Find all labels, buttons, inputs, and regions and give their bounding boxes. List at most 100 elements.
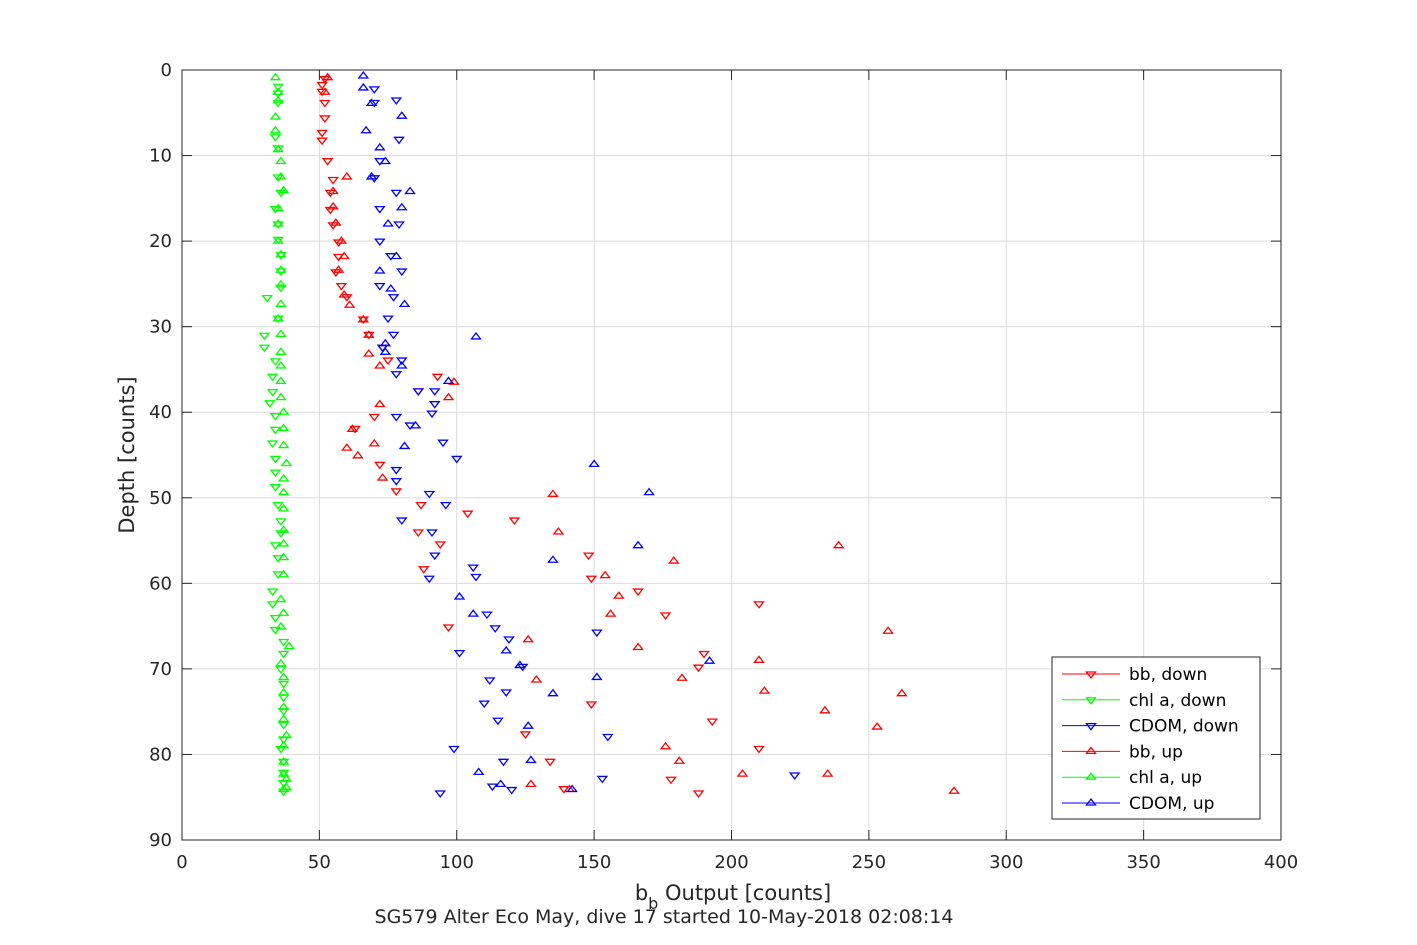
legend-label: bb, down bbox=[1129, 665, 1207, 685]
data-point bbox=[275, 265, 287, 273]
data-point bbox=[896, 688, 908, 697]
data-point bbox=[335, 282, 348, 291]
data-point bbox=[596, 775, 609, 784]
data-point bbox=[374, 205, 386, 214]
data-point bbox=[494, 779, 507, 788]
data-point bbox=[277, 538, 290, 547]
data-point bbox=[390, 97, 403, 105]
series-chl-a-up bbox=[269, 72, 295, 793]
data-point bbox=[431, 373, 444, 382]
data-point bbox=[547, 555, 559, 563]
data-point bbox=[269, 358, 282, 366]
data-point bbox=[269, 72, 282, 81]
data-point bbox=[327, 186, 339, 195]
data-point bbox=[272, 221, 284, 230]
data-point bbox=[613, 591, 625, 599]
data-point bbox=[423, 575, 436, 584]
data-point bbox=[275, 518, 287, 526]
x-tick-label: 250 bbox=[852, 852, 886, 873]
data-point bbox=[368, 99, 381, 108]
data-point bbox=[753, 745, 765, 754]
legend: bb, down chl a, down CDOM, down bb, up chl a… bbox=[1051, 656, 1261, 820]
data-point bbox=[788, 772, 801, 781]
data-point bbox=[393, 136, 405, 145]
data-point bbox=[272, 99, 284, 108]
y-tick-label: 10 bbox=[149, 146, 172, 167]
data-point bbox=[442, 624, 455, 633]
data-point bbox=[472, 767, 485, 776]
data-point bbox=[266, 601, 279, 609]
data-point bbox=[390, 371, 403, 379]
data-point bbox=[470, 331, 482, 340]
data-point bbox=[753, 601, 765, 609]
data-point bbox=[258, 344, 271, 353]
data-point bbox=[275, 156, 287, 165]
data-point bbox=[275, 252, 287, 260]
series-cdom-up bbox=[357, 70, 716, 793]
data-point bbox=[585, 701, 598, 710]
y-tick-label: 50 bbox=[149, 488, 172, 509]
grid bbox=[181, 69, 1282, 841]
data-point bbox=[272, 501, 284, 510]
data-point bbox=[588, 459, 600, 468]
data-point bbox=[439, 501, 452, 510]
data-point bbox=[676, 673, 688, 681]
data-point bbox=[280, 458, 293, 467]
data-point bbox=[395, 360, 408, 369]
data-point bbox=[316, 137, 328, 146]
x-tick-label: 300 bbox=[989, 852, 1023, 873]
data-point bbox=[338, 251, 350, 260]
data-point bbox=[453, 650, 466, 658]
data-point bbox=[269, 134, 282, 142]
data-point bbox=[275, 392, 287, 401]
x-tick-label: 400 bbox=[1264, 852, 1298, 873]
data-point bbox=[412, 529, 425, 538]
legend-label: CDOM, up bbox=[1129, 794, 1214, 814]
data-point bbox=[434, 541, 447, 550]
data-point bbox=[269, 413, 282, 421]
data-point bbox=[277, 473, 290, 482]
data-point bbox=[349, 425, 361, 434]
data-point bbox=[948, 786, 960, 794]
data-point bbox=[374, 266, 386, 274]
data-point bbox=[497, 758, 510, 767]
data-point bbox=[275, 299, 287, 308]
data-point bbox=[275, 347, 287, 355]
data-point bbox=[382, 357, 394, 366]
y-axis-title: Depth [counts] bbox=[115, 376, 139, 533]
data-point bbox=[277, 687, 290, 696]
data-point bbox=[753, 655, 765, 663]
data-point bbox=[514, 660, 526, 669]
data-point bbox=[404, 186, 416, 195]
data-point bbox=[357, 70, 370, 79]
y-tick-label: 20 bbox=[149, 231, 172, 252]
data-point bbox=[461, 510, 474, 519]
data-point bbox=[275, 360, 287, 369]
data-point bbox=[387, 294, 400, 302]
data-point bbox=[492, 717, 504, 726]
legend-marker bbox=[1085, 671, 1097, 680]
data-point bbox=[398, 441, 411, 450]
data-point bbox=[602, 733, 614, 742]
data-point bbox=[667, 556, 680, 564]
data-point bbox=[269, 112, 282, 120]
data-point bbox=[585, 575, 598, 584]
data-point bbox=[277, 757, 290, 765]
data-point bbox=[547, 489, 559, 497]
data-point bbox=[277, 638, 290, 647]
data-point bbox=[374, 399, 386, 408]
legend-label: chl a, down bbox=[1129, 691, 1226, 711]
data-point bbox=[832, 540, 845, 549]
data-point bbox=[821, 769, 834, 777]
data-points bbox=[258, 70, 960, 798]
data-point bbox=[659, 612, 672, 621]
data-point bbox=[261, 294, 273, 303]
data-point bbox=[360, 125, 372, 134]
data-point bbox=[442, 376, 455, 385]
data-point bbox=[395, 357, 408, 366]
legend-marker bbox=[1085, 722, 1097, 731]
data-point bbox=[522, 634, 534, 643]
legend-marker bbox=[1085, 746, 1097, 755]
data-point bbox=[316, 129, 328, 138]
data-point bbox=[426, 410, 438, 419]
